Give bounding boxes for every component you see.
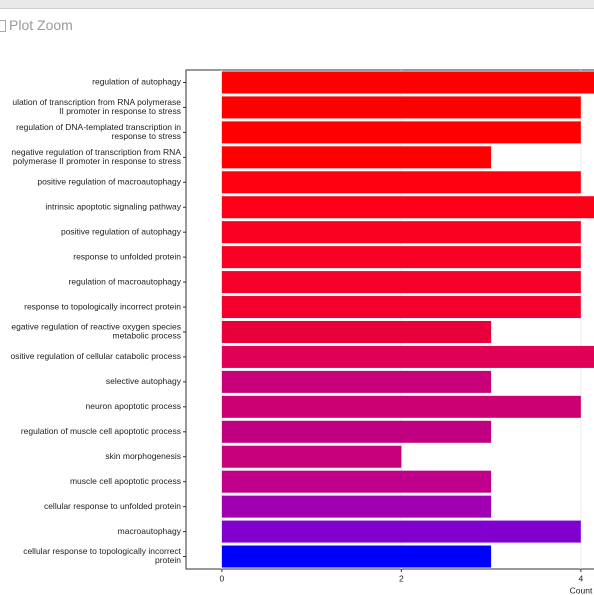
- y-tick-label: neuron apoptotic process: [86, 401, 181, 411]
- window-title: Plot Zoom: [9, 17, 73, 33]
- bar: [221, 395, 581, 418]
- window-icon: [0, 20, 6, 32]
- y-tick-label: positive regulation of macroautophagy: [37, 177, 181, 187]
- y-tick-label: macroautophagy: [118, 526, 182, 536]
- y-tick-label: regulation of muscle cell apoptotic proc…: [21, 426, 181, 436]
- y-tick-label: negative regulation of transcription fro…: [11, 147, 181, 166]
- y-tick-label: ositive regulation of cellular catabolic…: [10, 351, 181, 361]
- y-tick-label: egative regulation of reactive oxygen sp…: [11, 322, 181, 341]
- bar: [221, 470, 492, 493]
- y-tick-label: cellular response to unfolded protein: [44, 501, 181, 511]
- bar: [221, 296, 581, 319]
- bar: [221, 545, 492, 568]
- bar: [221, 520, 581, 543]
- bar: [221, 121, 581, 144]
- bar: [221, 96, 581, 119]
- bar: [221, 495, 492, 518]
- bar: [221, 420, 492, 443]
- y-tick-label: intrinsic apoptotic signaling pathway: [45, 201, 181, 211]
- bar: [221, 345, 594, 368]
- bar: [221, 146, 492, 169]
- y-tick-label: ulation of transcription from RNA polyme…: [12, 97, 181, 116]
- bar: [221, 71, 594, 94]
- y-tick-label: response to unfolded protein: [73, 251, 181, 261]
- bar: [221, 196, 594, 219]
- y-tick-label: regulation of DNA-templated transcriptio…: [16, 122, 181, 141]
- y-tick-label: muscle cell apoptotic process: [70, 476, 181, 486]
- y-tick-label: positive regulation of autophagy: [61, 226, 182, 236]
- y-tick-label: response to topologically incorrect prot…: [24, 301, 181, 311]
- y-tick-label: regulation of macroautophagy: [69, 276, 182, 286]
- y-tick-label: selective autophagy: [106, 376, 182, 386]
- y-tick-label: cellular response to topologically incor…: [23, 546, 181, 565]
- x-tick-label: 0: [220, 573, 225, 583]
- y-tick-label: skin morphogenesis: [105, 451, 181, 461]
- bar: [221, 370, 492, 393]
- bar: [221, 445, 402, 468]
- bar: [221, 171, 581, 194]
- x-tick-label: 4: [578, 573, 583, 583]
- bar: [221, 246, 581, 269]
- plot-panel: [185, 69, 594, 570]
- bar: [221, 221, 581, 244]
- title-bar: [0, 0, 594, 9]
- x-tick-label: 2: [399, 573, 404, 583]
- bar: [221, 271, 581, 294]
- x-axis-label: Count: [570, 585, 593, 595]
- y-tick-label: regulation of autophagy: [92, 77, 182, 87]
- bar: [221, 320, 492, 343]
